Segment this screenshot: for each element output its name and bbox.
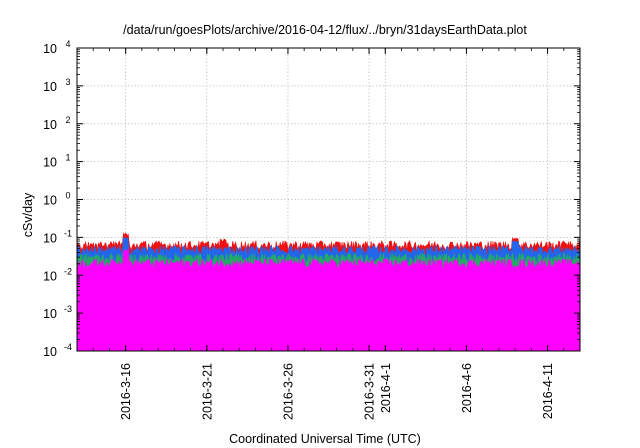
y-axis-label: cSv/day xyxy=(21,192,35,237)
series-3-dropout xyxy=(110,286,114,351)
series-3-dropout xyxy=(500,286,504,351)
series-3-dropout xyxy=(240,286,244,351)
y-tick-exponent: -3 xyxy=(64,304,72,314)
series-3-dropout xyxy=(386,286,390,351)
series-3-dropout xyxy=(175,286,179,351)
x-tick-label: 2016-3-21 xyxy=(200,363,214,420)
x-tick-labels: 2016-3-16 2016-3-21 2016-3-26 2016-3-31 2016… xyxy=(119,363,555,420)
x-tick-label: 2016-3-31 xyxy=(363,363,377,420)
series-3-dropout xyxy=(224,286,228,351)
x-tick-label: 2016-4-6 xyxy=(460,363,474,413)
y-tick-label: 10 xyxy=(43,156,57,170)
y-tick-exponent: 3 xyxy=(65,77,70,87)
chart-title: /data/run/goesPlots/archive/2016-04-12/f… xyxy=(123,23,527,37)
y-tick-exponent: 1 xyxy=(65,153,70,163)
x-tick-label: 2016-3-16 xyxy=(119,363,133,420)
plot-frame xyxy=(76,47,581,352)
series-3-dropout xyxy=(159,286,163,351)
series-3-dropout xyxy=(143,286,147,351)
y-tick-exponent: -1 xyxy=(64,228,72,238)
series-3-trace xyxy=(76,247,581,352)
y-tick-label: 10 xyxy=(43,269,57,283)
y-tick-labels: 10 -4 10 -3 10 -2 10 -1 10 0 10 1 10 2 10 3 10 4 xyxy=(43,39,72,359)
y-tick-exponent: 0 xyxy=(65,191,70,201)
y-tick-exponent: 2 xyxy=(65,115,70,125)
x-tick-label: 2016-4-1 xyxy=(379,363,393,413)
x-axis-label: Coordinated Universal Time (UTC) xyxy=(229,432,421,446)
series-3-dropout xyxy=(273,286,277,351)
y-tick-exponent: 4 xyxy=(65,39,70,49)
series-3-dropout xyxy=(354,286,358,351)
y-tick-exponent: -4 xyxy=(64,342,72,352)
y-tick-label: 10 xyxy=(43,307,57,321)
y-tick-label: 10 xyxy=(43,231,57,245)
y-tick-label: 10 xyxy=(43,42,57,56)
y-tick-label: 10 xyxy=(43,194,57,208)
y-tick-exponent: -2 xyxy=(64,266,72,276)
y-tick-label: 10 xyxy=(43,80,57,94)
series-layer xyxy=(76,232,581,352)
x-tick-label: 2016-4-11 xyxy=(541,363,555,419)
y-tick-label: 10 xyxy=(43,118,57,132)
y-tick-label: 10 xyxy=(43,345,57,359)
x-tick-label: 2016-3-26 xyxy=(281,363,295,420)
